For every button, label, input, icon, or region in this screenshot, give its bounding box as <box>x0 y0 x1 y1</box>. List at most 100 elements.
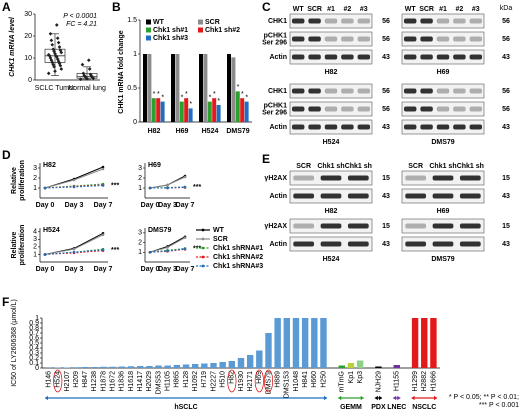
blot-band <box>420 18 433 24</box>
data-point <box>49 38 54 43</box>
cell-line-label: H69 <box>437 69 450 76</box>
significance: * <box>157 91 160 98</box>
x-tick-label: DMS79 <box>226 128 249 135</box>
bar <box>411 318 419 368</box>
blot-band <box>308 106 321 112</box>
series-marker <box>43 186 47 190</box>
x-tick-label: H889 <box>274 371 281 388</box>
series-marker <box>101 167 105 171</box>
bar <box>244 101 249 122</box>
bar <box>375 366 382 368</box>
series-marker <box>101 184 105 187</box>
bar <box>237 358 245 368</box>
arrow-head <box>411 395 437 401</box>
blot-band <box>293 175 315 181</box>
blot-frame <box>401 31 485 47</box>
panel-letter: B <box>112 0 121 14</box>
x-tick-label: SCLC Tumor <box>35 85 76 92</box>
data-point <box>56 40 61 45</box>
lane-label: #2 <box>344 6 352 13</box>
y-tick-label: 3 <box>33 165 37 172</box>
bar <box>146 366 153 368</box>
chart-title: DMS79 <box>148 227 171 234</box>
cell-line-label: H69 <box>437 208 450 215</box>
blot-band <box>432 175 454 181</box>
legend-label: Chk1 sh#1 <box>153 27 188 34</box>
bar <box>91 367 98 368</box>
significance: * <box>245 94 248 101</box>
bar <box>143 54 147 122</box>
cell-line-label: DMS79 <box>431 139 454 146</box>
bar <box>265 333 272 368</box>
blot-band <box>291 106 305 112</box>
series-marker <box>72 250 76 254</box>
y-axis-label: Relative <box>11 231 18 258</box>
y-axis-label: Relative <box>11 167 18 194</box>
blot-band <box>453 54 466 60</box>
data-point <box>57 45 62 49</box>
x-tick-label: H1666 <box>430 371 437 392</box>
cell-line-label: H82 <box>325 208 338 215</box>
blot-band <box>403 18 417 24</box>
kda-label: 15 <box>382 175 390 182</box>
x-tick-label: H1048 <box>293 371 300 392</box>
legend-label: Chk1 shRNA#1 <box>213 245 263 252</box>
y-tick-label: 1 <box>133 51 137 58</box>
blot-band <box>453 124 466 130</box>
kda-label: 43 <box>382 193 390 200</box>
x-tick-label: Day 7 <box>94 266 113 273</box>
significance: * <box>241 91 244 98</box>
x-tick-label: Kp1 <box>348 371 355 384</box>
blot-band <box>436 18 450 24</box>
y-tick-label: 0 <box>133 119 137 126</box>
x-tick-label: H2029 <box>146 371 153 392</box>
blot-band <box>403 54 417 60</box>
panel-letter: E <box>262 152 270 166</box>
cell-line-label: H524 <box>323 139 340 146</box>
y-axis-label: CHK1 mRNA level <box>9 16 16 77</box>
blot-band <box>403 124 417 130</box>
significance: * <box>209 94 212 101</box>
series-marker <box>183 175 187 179</box>
bar <box>191 364 199 368</box>
annotation: *** <box>193 246 201 253</box>
arrow-head <box>338 395 364 401</box>
x-tick-label: H2882 <box>421 371 428 392</box>
kda-label: 43 <box>502 193 510 200</box>
lane-label: SCR <box>408 163 423 170</box>
blot-band <box>341 124 354 130</box>
y-tick-label: 1 <box>33 251 37 258</box>
row-label: Actin <box>270 241 288 248</box>
y-axis-label: proliferation <box>19 225 26 266</box>
bar <box>210 363 217 368</box>
x-tick-label: Day 0 <box>36 202 55 209</box>
legend-label: WT <box>213 227 225 234</box>
lane-label: #1 <box>439 6 447 13</box>
x-tick-label: H865 <box>174 371 181 388</box>
x-tick-label: DMS153 <box>284 371 291 398</box>
blot-band <box>469 106 483 112</box>
data-point <box>59 67 64 71</box>
significance: * <box>153 91 156 98</box>
bar <box>63 367 71 368</box>
significance: * <box>213 91 216 98</box>
blot-band <box>324 54 338 60</box>
significance: * <box>237 84 240 91</box>
blot-band <box>469 124 483 130</box>
legend-marker <box>201 246 205 250</box>
x-tick-label: H524 <box>202 128 219 135</box>
highlight-circle <box>263 369 274 393</box>
x-tick-label: H1930 <box>238 371 245 392</box>
blot-band <box>341 106 354 112</box>
significance: * <box>181 94 184 101</box>
row-label: Ser 296 <box>262 109 287 116</box>
kda-label: 43 <box>502 54 510 61</box>
arrow-head <box>393 395 401 401</box>
blot-frame <box>401 83 485 99</box>
legend-marker <box>201 228 205 232</box>
legend-swatch <box>146 27 151 33</box>
y-tick-label: 4 <box>33 229 37 236</box>
series-marker <box>72 247 76 251</box>
panel-letter: D <box>2 148 11 162</box>
y-tick-label: 0.9 <box>29 320 39 327</box>
